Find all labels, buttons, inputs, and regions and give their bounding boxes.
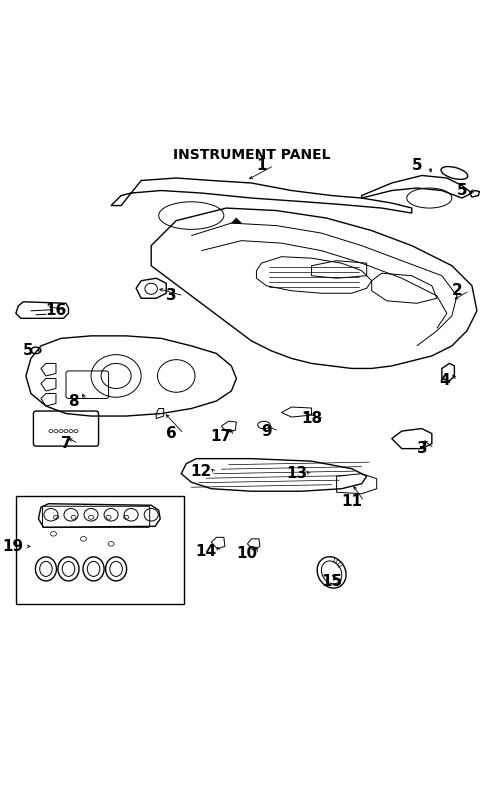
- Text: 5: 5: [456, 183, 466, 198]
- Text: 19: 19: [3, 539, 24, 554]
- Text: 5: 5: [411, 158, 421, 173]
- Polygon shape: [231, 218, 241, 223]
- Text: 10: 10: [235, 546, 257, 562]
- Text: 15: 15: [321, 574, 342, 589]
- Text: 8: 8: [68, 394, 79, 409]
- Text: 16: 16: [45, 303, 67, 318]
- Text: 1: 1: [256, 158, 266, 173]
- Text: 3: 3: [416, 441, 426, 456]
- Text: 17: 17: [210, 428, 231, 444]
- Text: 11: 11: [341, 493, 361, 508]
- Text: 5: 5: [23, 344, 34, 359]
- Text: INSTRUMENT PANEL: INSTRUMENT PANEL: [172, 148, 330, 162]
- Text: 14: 14: [195, 544, 216, 559]
- Text: 9: 9: [261, 424, 271, 439]
- Text: 13: 13: [286, 466, 307, 482]
- Text: 4: 4: [438, 374, 449, 388]
- Text: 18: 18: [301, 411, 322, 426]
- Text: 7: 7: [61, 436, 71, 451]
- Text: 2: 2: [450, 284, 461, 299]
- Text: 3: 3: [166, 288, 176, 303]
- Text: 12: 12: [190, 463, 211, 478]
- Text: 6: 6: [165, 426, 176, 441]
